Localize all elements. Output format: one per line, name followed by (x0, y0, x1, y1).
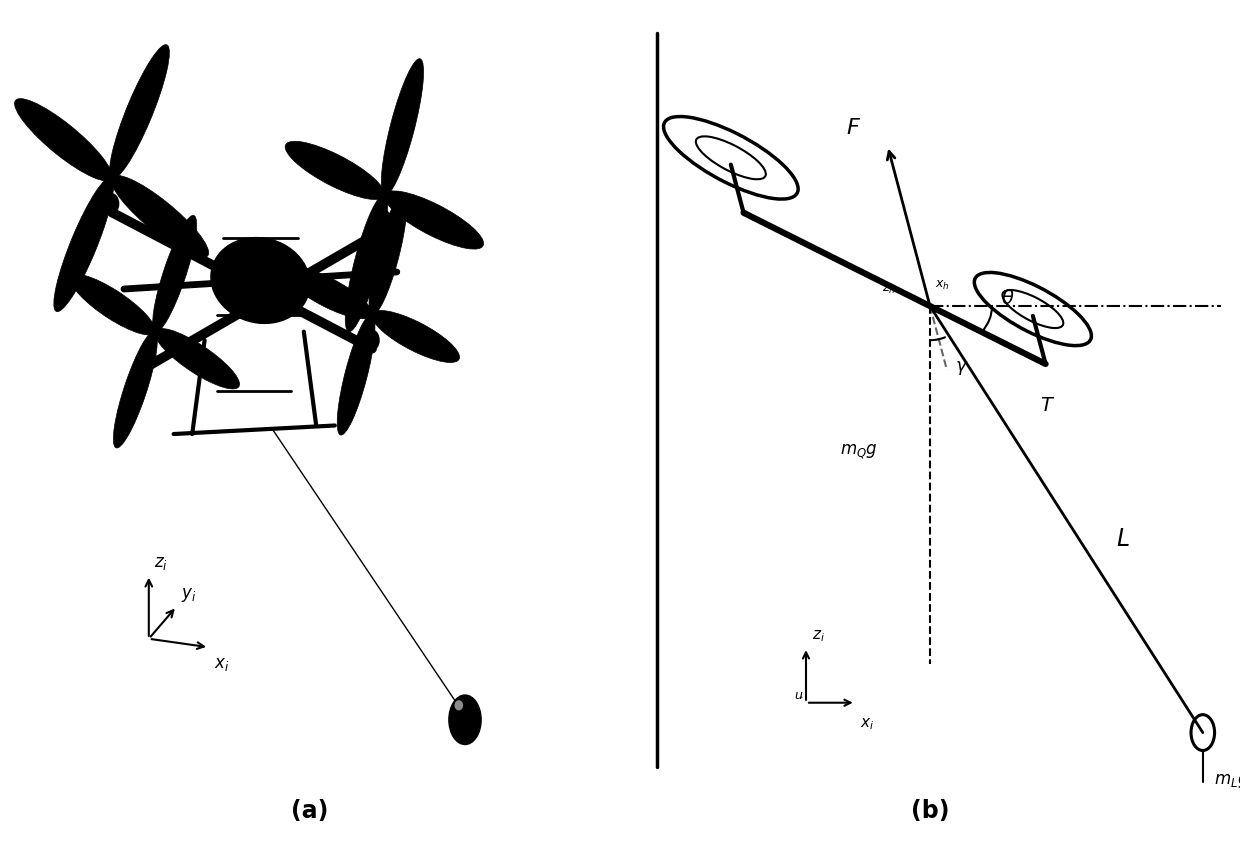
Ellipse shape (455, 700, 464, 711)
Ellipse shape (109, 45, 170, 180)
Text: $L$: $L$ (1116, 527, 1130, 550)
Ellipse shape (104, 193, 119, 215)
Text: $\theta$: $\theta$ (1002, 289, 1014, 308)
Ellipse shape (365, 331, 379, 352)
Ellipse shape (113, 332, 157, 448)
Ellipse shape (384, 192, 484, 250)
Text: $m_Lg$: $m_Lg$ (1214, 771, 1240, 789)
Text: $x_i$: $x_i$ (213, 654, 229, 672)
Ellipse shape (112, 176, 208, 258)
Text: $x_h$: $x_h$ (935, 279, 950, 292)
Ellipse shape (345, 196, 388, 332)
Ellipse shape (370, 195, 407, 315)
Text: $y_i$: $y_i$ (181, 585, 196, 603)
Text: $z_i$: $z_i$ (812, 628, 825, 643)
Ellipse shape (337, 315, 374, 435)
Text: $z_i$: $z_i$ (154, 553, 167, 571)
Ellipse shape (211, 239, 310, 324)
Ellipse shape (15, 100, 112, 181)
Text: $\cdot$: $\cdot$ (799, 691, 804, 700)
Ellipse shape (155, 329, 239, 389)
Ellipse shape (153, 216, 197, 332)
Ellipse shape (285, 142, 384, 200)
Ellipse shape (141, 348, 156, 369)
Text: $z_h$: $z_h$ (883, 282, 895, 296)
Text: (b): (b) (910, 798, 950, 822)
Ellipse shape (284, 268, 372, 320)
Ellipse shape (372, 311, 460, 363)
Text: $m_Qg$: $m_Qg$ (839, 442, 878, 461)
Ellipse shape (71, 275, 155, 336)
Text: $F$: $F$ (846, 118, 861, 138)
Text: $u$: $u$ (794, 688, 804, 702)
Ellipse shape (449, 695, 481, 745)
Ellipse shape (377, 210, 392, 233)
Text: $\gamma$: $\gamma$ (955, 359, 968, 377)
Text: $x_i$: $x_i$ (861, 716, 874, 731)
Text: $T$: $T$ (1040, 395, 1055, 415)
Text: (a): (a) (291, 798, 329, 822)
Ellipse shape (53, 178, 114, 313)
Ellipse shape (381, 60, 424, 196)
